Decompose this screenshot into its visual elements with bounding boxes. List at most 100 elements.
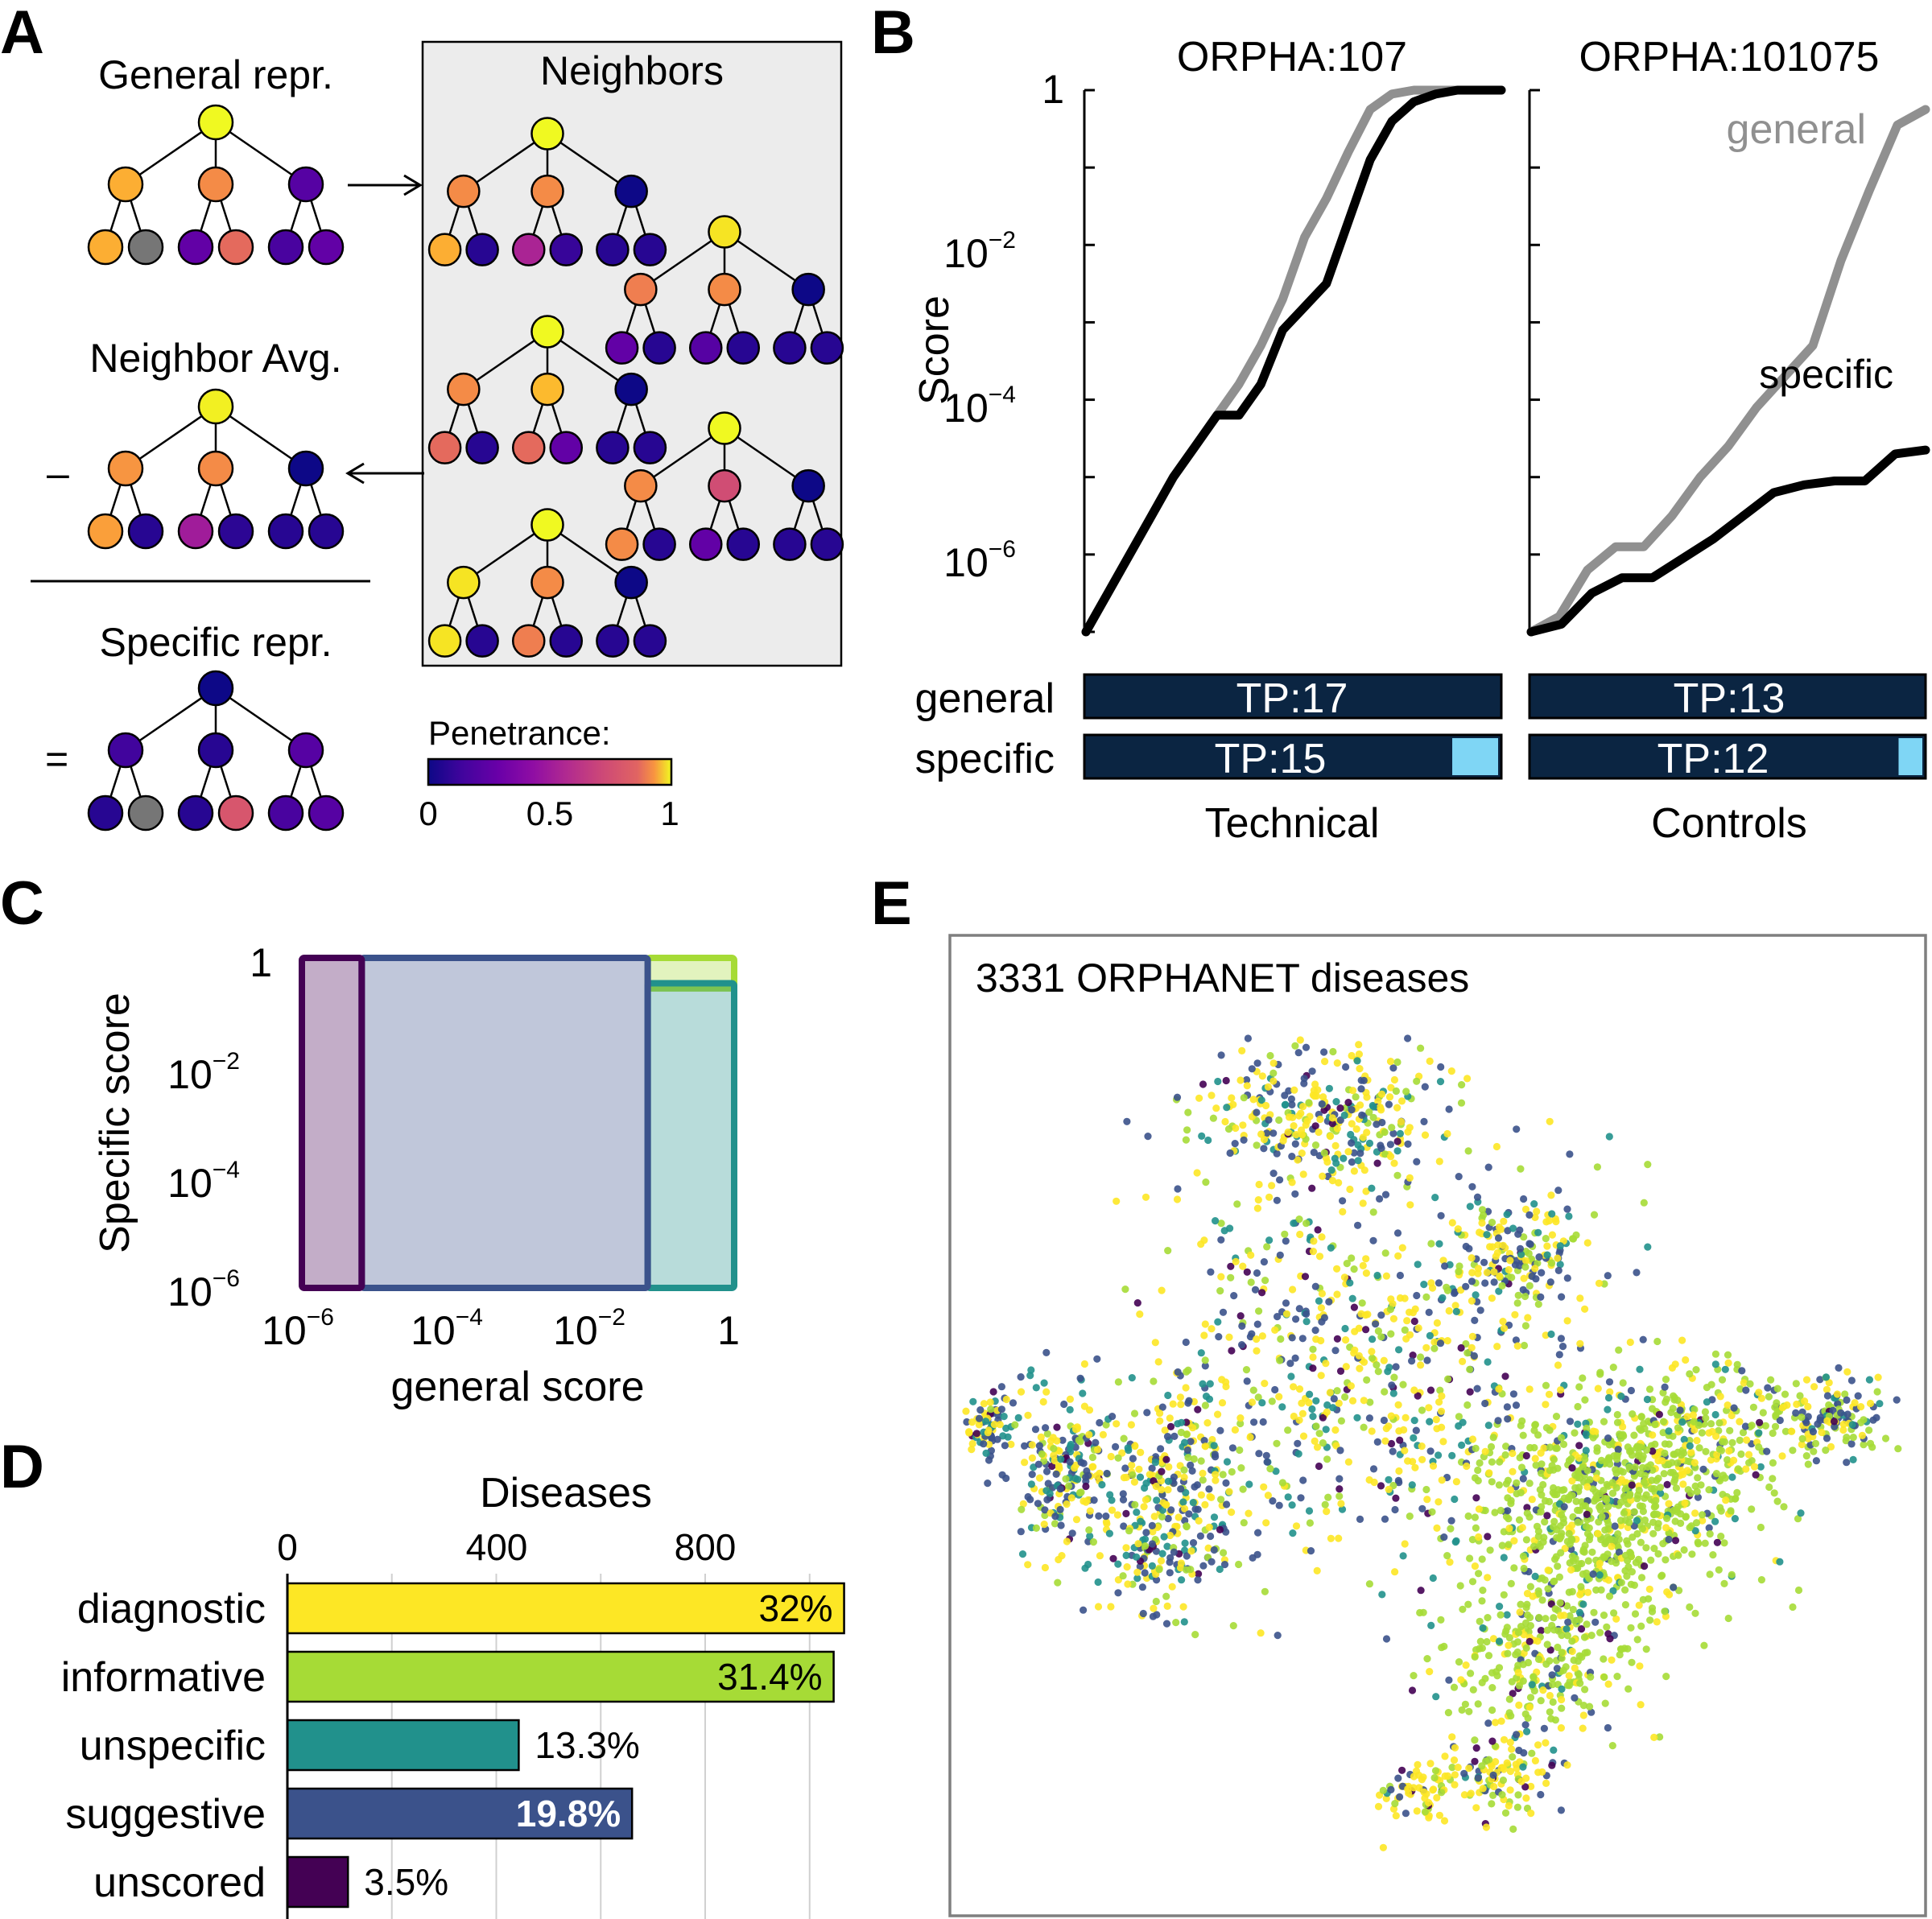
disease-point bbox=[1071, 1426, 1080, 1434]
tree-node bbox=[549, 624, 584, 658]
disease-point bbox=[1183, 1368, 1191, 1376]
disease-point bbox=[1468, 1343, 1476, 1352]
panel-b-label: B bbox=[871, 0, 915, 67]
disease-point bbox=[1387, 1412, 1395, 1420]
penetrance-colorbar bbox=[427, 757, 673, 786]
disease-point bbox=[1292, 1522, 1301, 1530]
disease-point bbox=[1469, 1686, 1477, 1694]
disease-point bbox=[1637, 1413, 1645, 1421]
pct-label-unscored: 3.5% bbox=[364, 1861, 448, 1903]
disease-point bbox=[1048, 1462, 1056, 1471]
disease-point bbox=[1063, 1500, 1071, 1508]
disease-point bbox=[1732, 1495, 1740, 1503]
disease-point bbox=[1649, 1529, 1657, 1537]
disease-point bbox=[1357, 1085, 1365, 1093]
disease-point bbox=[1214, 1077, 1222, 1086]
disease-point bbox=[1843, 1368, 1852, 1376]
disease-point bbox=[1765, 1483, 1773, 1492]
disease-point bbox=[1182, 1136, 1190, 1144]
disease-point bbox=[1339, 1197, 1347, 1205]
disease-point bbox=[1837, 1409, 1845, 1417]
disease-point bbox=[1568, 1477, 1576, 1485]
disease-point bbox=[997, 1405, 1005, 1413]
disease-point bbox=[1482, 1757, 1490, 1765]
disease-point bbox=[1582, 1522, 1590, 1530]
disease-point bbox=[1552, 1413, 1561, 1421]
disease-point bbox=[1437, 1616, 1445, 1624]
disease-point bbox=[1468, 1332, 1476, 1340]
tree-node bbox=[465, 233, 499, 266]
disease-point bbox=[1378, 1118, 1386, 1127]
disease-point bbox=[1429, 1462, 1438, 1470]
disease-point bbox=[1394, 1476, 1402, 1484]
disease-point bbox=[1423, 1356, 1431, 1364]
tree-node bbox=[267, 229, 304, 266]
disease-point bbox=[1166, 1422, 1175, 1430]
disease-point bbox=[1506, 1767, 1514, 1776]
disease-point bbox=[1133, 1553, 1141, 1561]
disease-point bbox=[1502, 1513, 1511, 1521]
disease-point bbox=[1612, 1615, 1620, 1623]
disease-point bbox=[1228, 1444, 1236, 1452]
disease-point bbox=[1204, 1544, 1212, 1552]
disease-point bbox=[1254, 1393, 1262, 1401]
disease-point bbox=[1112, 1442, 1120, 1451]
category-label-suggestive: suggestive bbox=[65, 1791, 266, 1838]
disease-point bbox=[1034, 1500, 1042, 1508]
disease-point bbox=[1560, 1486, 1568, 1494]
disease-point bbox=[1032, 1384, 1040, 1392]
disease-point bbox=[1450, 1756, 1459, 1764]
disease-point bbox=[1551, 1716, 1559, 1724]
disease-point bbox=[1212, 1217, 1220, 1225]
disease-point bbox=[1253, 1335, 1261, 1343]
disease-point bbox=[1554, 1627, 1563, 1635]
disease-point bbox=[1422, 1343, 1430, 1352]
disease-point bbox=[1024, 1561, 1032, 1569]
disease-point bbox=[1483, 1269, 1491, 1277]
disease-point bbox=[1318, 1318, 1326, 1326]
disease-point bbox=[1142, 1479, 1150, 1488]
disease-point bbox=[1438, 1789, 1446, 1797]
disease-point bbox=[1621, 1586, 1629, 1594]
disease-point bbox=[1315, 1128, 1323, 1137]
disease-point bbox=[1154, 1358, 1162, 1366]
disease-point bbox=[1420, 1788, 1428, 1796]
disease-point bbox=[1254, 1529, 1262, 1537]
disease-point bbox=[1531, 1572, 1539, 1580]
c-xtick-1e-2: 10−2 bbox=[553, 1304, 625, 1353]
neighbor-tree-3 bbox=[427, 315, 667, 464]
disease-point bbox=[1344, 1458, 1352, 1466]
disease-point bbox=[1203, 1419, 1212, 1427]
disease-point bbox=[1462, 1661, 1470, 1669]
disease-point bbox=[1471, 1316, 1479, 1324]
disease-point bbox=[1484, 1574, 1492, 1582]
disease-point bbox=[1833, 1390, 1841, 1398]
disease-point bbox=[1596, 1368, 1604, 1376]
disease-point bbox=[1715, 1445, 1724, 1453]
disease-point bbox=[1220, 1561, 1229, 1569]
disease-point bbox=[1380, 1356, 1388, 1364]
disease-point bbox=[1475, 1533, 1483, 1541]
disease-point bbox=[1612, 1466, 1620, 1474]
disease-point bbox=[1314, 1086, 1322, 1094]
disease-point bbox=[1517, 1165, 1525, 1173]
disease-point bbox=[1537, 1627, 1545, 1635]
disease-point bbox=[1212, 1471, 1220, 1479]
disease-point bbox=[1435, 1451, 1443, 1459]
disease-point bbox=[1124, 1444, 1132, 1452]
left-general-tp-bar bbox=[1083, 673, 1503, 720]
disease-point bbox=[1793, 1400, 1801, 1409]
disease-point bbox=[1174, 1513, 1183, 1521]
disease-point bbox=[1245, 1509, 1253, 1517]
disease-point bbox=[1433, 1319, 1441, 1327]
disease-point bbox=[1014, 1413, 1022, 1422]
disease-point bbox=[1202, 1178, 1210, 1186]
tree-node bbox=[708, 215, 741, 249]
disease-point bbox=[1344, 1099, 1352, 1107]
disease-point bbox=[1631, 1610, 1640, 1618]
disease-point bbox=[1577, 1583, 1585, 1591]
disease-point bbox=[1327, 1534, 1335, 1542]
disease-point bbox=[1128, 1461, 1136, 1469]
disease-point bbox=[1437, 1063, 1445, 1071]
disease-point bbox=[1321, 1058, 1329, 1066]
